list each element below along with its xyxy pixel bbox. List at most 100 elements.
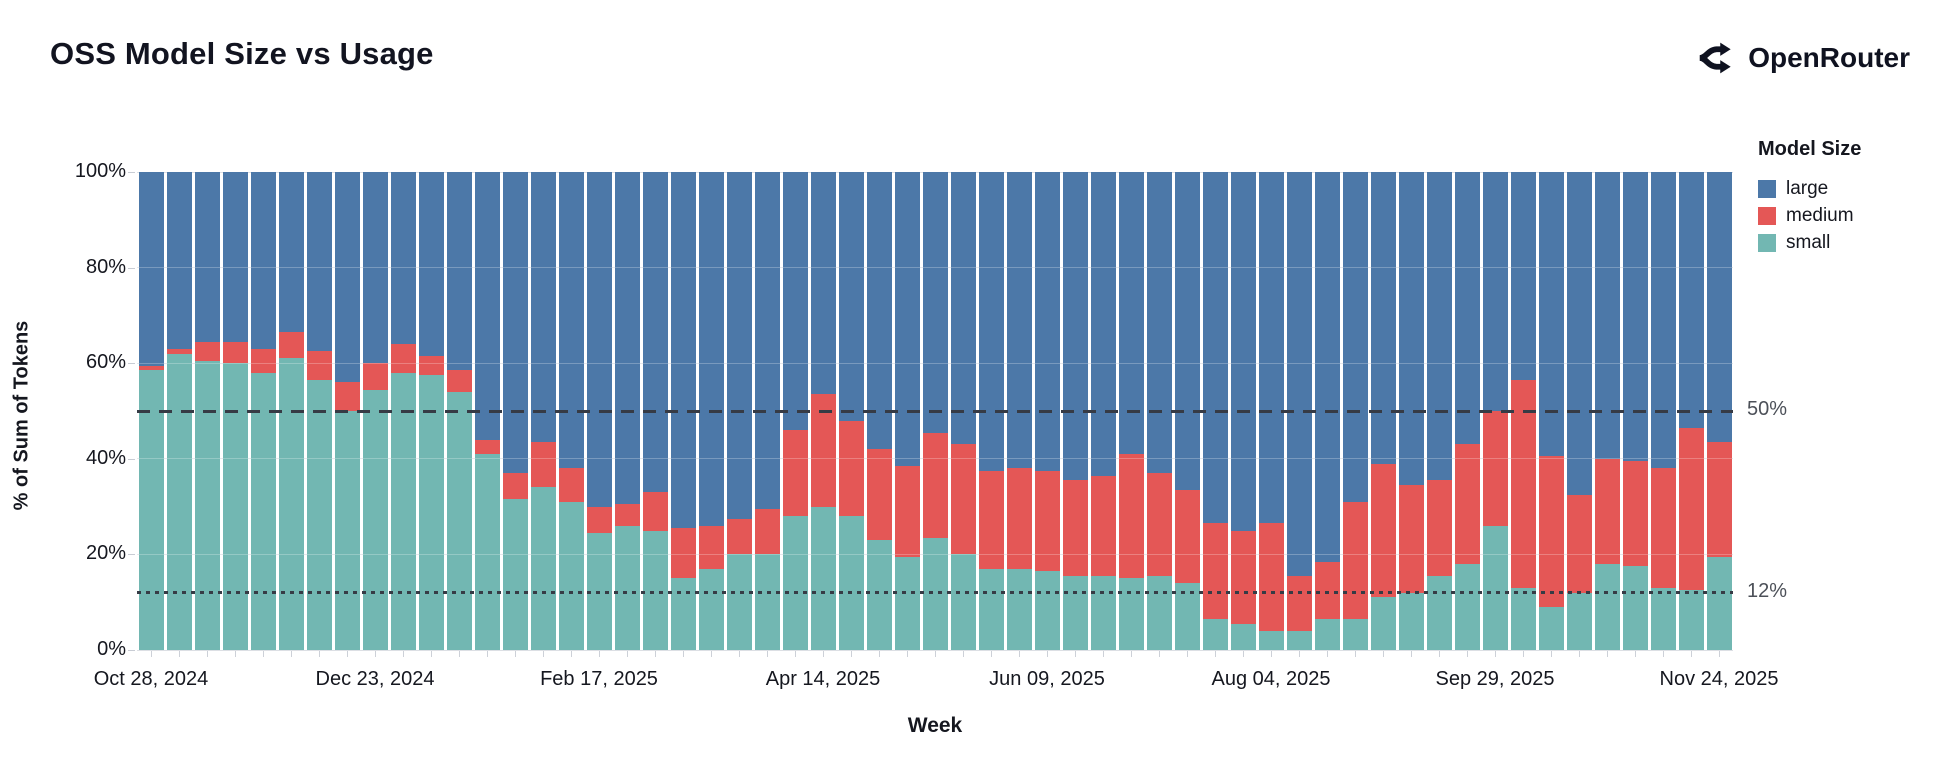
bar-week-2025-04-21[interactable] <box>838 172 864 650</box>
bar-segment-medium[interactable] <box>1510 379 1536 588</box>
bar-week-2025-09-29[interactable] <box>1482 172 1508 650</box>
bar-week-2025-08-25[interactable] <box>1342 172 1368 650</box>
bar-week-2025-07-14[interactable] <box>1174 172 1200 650</box>
bar-segment-large[interactable] <box>1370 172 1396 464</box>
bar-week-2025-01-13[interactable] <box>446 172 472 650</box>
bar-week-2025-05-26[interactable] <box>978 172 1004 650</box>
bar-segment-large[interactable] <box>250 172 276 349</box>
bar-segment-medium[interactable] <box>726 518 752 555</box>
bar-week-2025-06-30[interactable] <box>1118 172 1144 650</box>
bar-week-2025-09-22[interactable] <box>1454 172 1480 650</box>
bar-segment-medium[interactable] <box>1146 473 1172 576</box>
bar-week-2025-03-03[interactable] <box>642 172 668 650</box>
bar-segment-medium[interactable] <box>138 365 164 371</box>
bar-segment-large[interactable] <box>362 172 388 364</box>
bar-segment-medium[interactable] <box>558 468 584 502</box>
bar-segment-large[interactable] <box>1286 172 1312 576</box>
bar-segment-small[interactable] <box>754 554 780 650</box>
bar-week-2025-01-20[interactable] <box>474 172 500 650</box>
bar-segment-medium[interactable] <box>1426 480 1452 576</box>
bar-segment-large[interactable] <box>306 172 332 352</box>
bar-segment-small[interactable] <box>1146 575 1172 650</box>
bar-segment-medium[interactable] <box>446 370 472 392</box>
bar-segment-small[interactable] <box>978 568 1004 650</box>
bar-week-2025-11-17[interactable] <box>1678 172 1704 650</box>
bar-week-2025-09-01[interactable] <box>1370 172 1396 650</box>
bar-segment-large[interactable] <box>810 172 836 395</box>
bar-segment-medium[interactable] <box>670 528 696 579</box>
bar-segment-medium[interactable] <box>390 344 416 373</box>
bar-segment-medium[interactable] <box>866 449 892 541</box>
bar-week-2025-05-05[interactable] <box>894 172 920 650</box>
bar-segment-small[interactable] <box>698 568 724 650</box>
bar-segment-large[interactable] <box>418 172 444 357</box>
bar-week-2025-11-24[interactable] <box>1706 172 1732 650</box>
bar-segment-medium[interactable] <box>250 348 276 373</box>
bar-week-2025-03-17[interactable] <box>698 172 724 650</box>
bar-segment-small[interactable] <box>222 363 248 650</box>
bar-segment-medium[interactable] <box>502 473 528 500</box>
bar-week-2025-08-11[interactable] <box>1286 172 1312 650</box>
bar-week-2025-10-06[interactable] <box>1510 172 1536 650</box>
bar-segment-medium[interactable] <box>278 332 304 359</box>
bar-segment-medium[interactable] <box>1006 468 1032 569</box>
bar-week-2025-07-28[interactable] <box>1230 172 1256 650</box>
bar-week-2024-12-09[interactable] <box>306 172 332 650</box>
bar-segment-large[interactable] <box>1202 172 1228 524</box>
bar-segment-large[interactable] <box>1454 172 1480 445</box>
bar-segment-medium[interactable] <box>306 351 332 380</box>
bar-week-2025-09-15[interactable] <box>1426 172 1452 650</box>
bar-segment-small[interactable] <box>1230 623 1256 650</box>
bar-week-2025-11-03[interactable] <box>1622 172 1648 650</box>
bar-segment-large[interactable] <box>698 172 724 526</box>
bar-week-2024-12-16[interactable] <box>334 172 360 650</box>
bar-segment-medium[interactable] <box>978 470 1004 569</box>
bar-week-2025-03-24[interactable] <box>726 172 752 650</box>
bar-segment-large[interactable] <box>334 172 360 383</box>
bar-segment-large[interactable] <box>1174 172 1200 490</box>
bar-week-2025-02-03[interactable] <box>530 172 556 650</box>
bar-segment-large[interactable] <box>1706 172 1732 443</box>
bar-segment-medium[interactable] <box>586 506 612 533</box>
bar-segment-medium[interactable] <box>530 442 556 488</box>
bar-segment-medium[interactable] <box>698 525 724 569</box>
bar-segment-small[interactable] <box>894 556 920 650</box>
bar-segment-large[interactable] <box>530 172 556 443</box>
bar-segment-small[interactable] <box>1090 575 1116 650</box>
bar-segment-large[interactable] <box>1426 172 1452 481</box>
bar-segment-large[interactable] <box>390 172 416 345</box>
bar-segment-large[interactable] <box>1510 172 1536 380</box>
bar-segment-medium[interactable] <box>1090 475 1116 576</box>
bar-segment-large[interactable] <box>1006 172 1032 469</box>
bar-segment-small[interactable] <box>1510 587 1536 650</box>
bar-segment-medium[interactable] <box>1258 523 1284 631</box>
bar-segment-large[interactable] <box>1258 172 1284 524</box>
bar-week-2025-10-13[interactable] <box>1538 172 1564 650</box>
bar-segment-large[interactable] <box>1146 172 1172 474</box>
bar-segment-large[interactable] <box>950 172 976 445</box>
bar-segment-medium[interactable] <box>1118 454 1144 579</box>
bar-segment-small[interactable] <box>1118 578 1144 650</box>
bar-segment-small[interactable] <box>1034 571 1060 650</box>
bar-segment-small[interactable] <box>138 370 164 650</box>
bar-week-2025-11-10[interactable] <box>1650 172 1676 650</box>
bar-segment-medium[interactable] <box>894 465 920 557</box>
bar-segment-medium[interactable] <box>838 420 864 517</box>
bar-week-2025-04-14[interactable] <box>810 172 836 650</box>
bar-segment-large[interactable] <box>1230 172 1256 531</box>
bar-segment-medium[interactable] <box>1566 494 1592 593</box>
bar-segment-medium[interactable] <box>1174 489 1200 584</box>
bar-segment-small[interactable] <box>1006 568 1032 650</box>
bar-segment-large[interactable] <box>894 172 920 466</box>
bar-segment-large[interactable] <box>1650 172 1676 469</box>
bar-segment-small[interactable] <box>390 372 416 650</box>
bar-segment-medium[interactable] <box>1314 561 1340 619</box>
bar-segment-medium[interactable] <box>782 430 808 517</box>
bar-segment-large[interactable] <box>1678 172 1704 428</box>
bar-segment-medium[interactable] <box>1062 480 1088 576</box>
bar-segment-large[interactable] <box>1314 172 1340 562</box>
bar-segment-large[interactable] <box>1594 172 1620 459</box>
bar-segment-medium[interactable] <box>1230 530 1256 624</box>
bar-segment-large[interactable] <box>726 172 752 519</box>
bar-segment-small[interactable] <box>726 554 752 650</box>
